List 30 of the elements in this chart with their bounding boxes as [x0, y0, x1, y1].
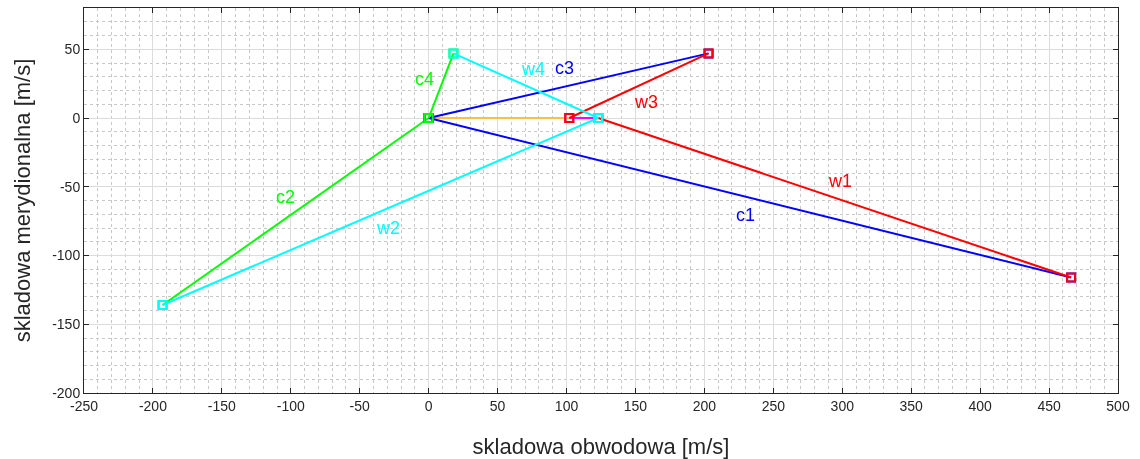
y-tick-label: -100 [52, 247, 81, 264]
y-tick-label: 50 [64, 41, 81, 58]
x-tick-label: 0 [424, 397, 433, 414]
x-tick-label: 150 [623, 397, 648, 414]
x-tick-label: 250 [761, 397, 786, 414]
x-axis-title: skladowa obwodowa [m/s] [472, 434, 730, 459]
series-label: w1 [828, 171, 853, 191]
x-tick-label: -50 [349, 397, 371, 414]
series-label: w4 [521, 59, 546, 79]
series-label: c4 [415, 69, 435, 89]
x-tick-label: 400 [968, 397, 993, 414]
x-tick-label: -200 [138, 397, 168, 414]
series-label: w2 [376, 218, 401, 238]
series-label: c2 [276, 187, 296, 207]
x-tick-label: -100 [276, 397, 306, 414]
x-tick-label: 100 [554, 397, 579, 414]
x-tick-label: 300 [830, 397, 855, 414]
series-label: c1 [736, 205, 756, 225]
x-tick-label: 350 [899, 397, 924, 414]
x-tick-label: 500 [1106, 397, 1130, 414]
x-tick-label: 50 [489, 397, 506, 414]
y-axis-title: skladowa merydionalna [m/s] [10, 58, 35, 343]
x-tick-label: 200 [692, 397, 717, 414]
y-tick-label: -50 [59, 178, 81, 195]
x-tick-label: -150 [207, 397, 237, 414]
y-tick-label: 0 [72, 109, 81, 126]
series-label: c3 [555, 58, 575, 78]
series-label: w3 [634, 92, 659, 112]
x-tick-label: 450 [1037, 397, 1061, 414]
y-tick-label: -150 [52, 316, 81, 333]
